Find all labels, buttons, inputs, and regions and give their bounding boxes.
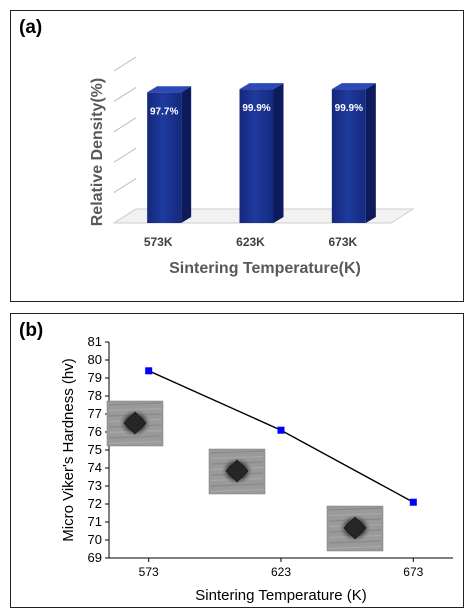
bar — [331, 83, 376, 223]
bar-front — [239, 89, 274, 223]
data-point — [145, 367, 153, 375]
x-axis-title: Sintering Temperature(K) — [169, 260, 361, 277]
data-label: 99.9% — [242, 103, 270, 114]
y-axis-title: Micro Viker's Hardness (hv) — [60, 358, 77, 541]
y-tick-label: 79 — [88, 370, 102, 385]
bar-top — [239, 83, 284, 90]
y-tick-label: 69 — [88, 550, 102, 565]
bar-top — [147, 86, 192, 93]
bar-front — [147, 92, 182, 224]
data-point — [409, 498, 417, 506]
panel-a: (a) 97.7% 573K 99.9% 623K 99.9% 673K Sintering… — [10, 10, 464, 302]
indent-diamond — [225, 459, 249, 483]
data-label: 97.7% — [150, 106, 178, 117]
bar-side — [365, 83, 376, 223]
y-tick-label: 71 — [88, 514, 102, 529]
x-tick-label: 573K — [144, 235, 173, 249]
y-tick-label: 81 — [88, 334, 102, 349]
indentation-micrograph-573 — [106, 400, 164, 447]
inset-texture — [108, 440, 162, 445]
panel-b: (b) 69 70 71 72 73 74 75 76 77 78 79 80 81 573 623 673 S… — [10, 313, 464, 608]
bar-side — [181, 86, 192, 224]
grid-line — [113, 117, 137, 133]
bar-side — [273, 83, 284, 223]
data-point — [277, 426, 285, 434]
y-tick-label: 80 — [88, 352, 102, 367]
indent-diamond — [123, 411, 147, 435]
y-tick-label: 76 — [88, 424, 102, 439]
y-axis-title: Relative Density(%) — [89, 78, 106, 227]
panel-b-label: (b) — [19, 320, 44, 341]
grid-line — [113, 86, 137, 102]
indent-diamond — [343, 516, 367, 540]
x-tick-label: 673 — [403, 565, 423, 579]
x-tick-label: 673K — [328, 235, 357, 249]
data-label: 99.9% — [335, 103, 363, 114]
grid-line — [113, 178, 137, 194]
y-tick-label: 77 — [88, 406, 102, 421]
y-tick-label: 72 — [88, 496, 102, 511]
bar — [239, 83, 284, 223]
inset-texture — [328, 507, 382, 511]
y-tick-label: 70 — [88, 532, 102, 547]
line-chart-hardness: 69 70 71 72 73 74 75 76 77 78 79 80 81 573 623 673 Sinte… — [60, 334, 453, 604]
y-tick-label: 74 — [88, 460, 102, 475]
bar-chart-density: 97.7% 573K 99.9% 623K 99.9% 673K Sintering Tem… — [89, 56, 415, 277]
x-tick-label: 623K — [236, 235, 265, 249]
inset-texture — [108, 402, 162, 406]
inset-texture — [328, 545, 382, 550]
bar — [147, 86, 192, 224]
inset-texture — [210, 488, 264, 493]
panel-a-label: (a) — [19, 17, 43, 38]
x-tick-label: 573 — [139, 565, 159, 579]
x-tick-label: 623 — [271, 565, 291, 579]
bar-top — [331, 83, 376, 90]
series-line — [148, 370, 414, 503]
indentation-micrograph-673 — [326, 505, 384, 552]
grid-line — [113, 147, 137, 163]
y-tick-label: 75 — [88, 442, 102, 457]
grid-line — [113, 56, 137, 72]
inset-texture — [210, 450, 264, 454]
bar-front — [331, 89, 366, 223]
indentation-micrograph-623 — [208, 448, 266, 495]
y-tick-label: 73 — [88, 478, 102, 493]
y-tick-label: 78 — [88, 388, 102, 403]
x-axis-title: Sintering Temperature (K) — [195, 587, 366, 604]
